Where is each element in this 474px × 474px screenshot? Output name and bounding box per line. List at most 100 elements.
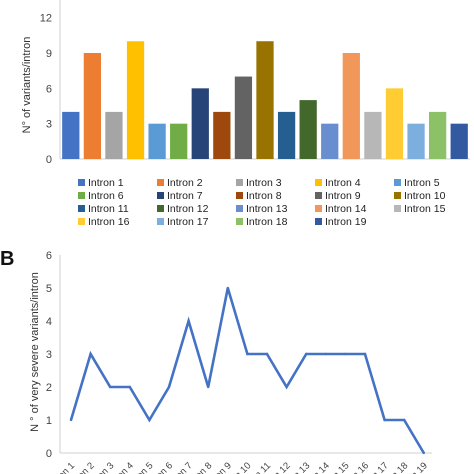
panel-a-bar (105, 111, 123, 159)
panel-b-point (109, 385, 112, 389)
panel-a-y-tick-label: 12 (40, 13, 52, 25)
panel-a-bar (148, 123, 166, 159)
panel-a-bar (450, 123, 468, 159)
panel-b-point (363, 352, 367, 356)
panel-a-legend-label: Intron 15 (404, 203, 446, 215)
panel-a-legend-label: Intron 14 (325, 203, 367, 215)
panel-b-point (69, 418, 73, 422)
panel-a-bar (407, 123, 425, 159)
panel-a-legend-swatch (157, 192, 164, 199)
panel-a-legend-swatch (236, 205, 243, 212)
panel-b-point (422, 451, 425, 455)
panel-b-point (344, 352, 347, 356)
panel-a-legend-label: Intron 19 (325, 216, 367, 228)
panel-b-point (128, 385, 131, 389)
panel-b-y-tick-label: 1 (46, 415, 52, 427)
panel-a-bar (321, 123, 339, 159)
panel-a-bar (299, 100, 317, 159)
panel-a-bar (364, 111, 382, 159)
panel-a-y-tick-label: 0 (46, 154, 52, 166)
panel-a-legend-label: Intron 17 (167, 216, 209, 228)
panel-b-point (167, 385, 171, 389)
panel-a-legend-swatch (315, 192, 322, 199)
panel-a-bar (170, 123, 188, 159)
panel-a-bar (256, 41, 274, 159)
panel-a-legend-label: Intron 16 (88, 216, 130, 228)
panel-b-point (89, 352, 92, 356)
panel-b-y-ticks: 0 1 2 3 4 5 6 (46, 250, 52, 460)
panel-b-y-tick-label: 4 (46, 316, 52, 328)
panel-a-bar (277, 111, 296, 159)
panel-b-series-line (69, 287, 425, 454)
panel-a-legend-swatch (315, 179, 322, 186)
panel-a-legend: Intron 1 Intron 2 Intron 3 Intron 4 Intron 5… (78, 177, 446, 228)
panel-a-legend-label: Intron 5 (404, 177, 440, 189)
panel-b-point (324, 352, 327, 356)
panel-a-legend-swatch (78, 192, 85, 199)
panel-a-bar (342, 53, 360, 159)
panel-a-legend-label: Intron 6 (88, 190, 124, 202)
panel-a-legend-label: Intron 10 (404, 190, 446, 202)
panel-a-legend-label: Intron 1 (88, 177, 124, 189)
panel-a-y-ticks: 0 3 6 9 12 (40, 13, 52, 166)
panel-b-point (305, 352, 308, 356)
panel-a-legend-swatch (315, 218, 322, 225)
panel-a-legend-swatch (78, 218, 85, 225)
panel-a-y-tick-label: 3 (46, 119, 52, 131)
panel-a-legend-label: Intron 4 (325, 177, 361, 189)
panel-a-bar (126, 41, 145, 159)
panel-a-legend-label: Intron 2 (167, 177, 203, 189)
panel-a-bar (385, 88, 404, 159)
panel-b-point (383, 418, 386, 422)
panel-b-point (285, 385, 288, 389)
panel-a-legend-swatch (394, 179, 401, 186)
panel-b-point (148, 418, 151, 422)
panel-a-legend-label: Intron 9 (325, 190, 361, 202)
panel-a-legend-swatch (394, 205, 401, 212)
panel-a-y-tick-label: 9 (46, 48, 52, 60)
panel-a-bars (62, 41, 468, 159)
panel-b-point (403, 418, 406, 422)
panel-b-point (187, 319, 190, 323)
panel-b-point (265, 352, 269, 356)
panel-a-legend-swatch (236, 192, 243, 199)
panel-a-legend-swatch (157, 218, 164, 225)
panel-b-line-chart: B N ° of very severe variants/intron 0 1 2… (0, 248, 432, 474)
panel-b-y-tick-label: 6 (46, 250, 52, 262)
panel-a-legend-label: Intron 7 (167, 190, 203, 202)
panel-b-point (246, 352, 249, 356)
panel-a-legend-swatch (236, 179, 243, 186)
panel-b-series (69, 286, 425, 455)
panel-a-legend-label: Intron 8 (246, 190, 282, 202)
panel-b-y-tick-label: 5 (46, 283, 52, 295)
panel-a-legend-label: Intron 3 (246, 177, 282, 189)
panel-a-legend-swatch (315, 205, 322, 212)
panel-b-point (226, 286, 229, 290)
panel-a-legend-swatch (78, 205, 85, 212)
panel-a-legend-swatch (157, 179, 164, 186)
panel-b-label: B (0, 248, 14, 270)
panel-b-y-tick-label: 2 (46, 382, 52, 394)
panel-a-bar (83, 53, 101, 159)
panel-b-y-axis-label: N ° of very severe variants/intron (29, 272, 41, 432)
panel-a-bar (62, 111, 80, 159)
panel-a-legend-label: Intron 12 (167, 203, 209, 215)
panel-a-y-axis-label: N° of variants/intron (21, 37, 33, 134)
panel-b-x-tick-label: Intron 1 (47, 460, 78, 474)
panel-a-bar (191, 88, 209, 159)
panel-a-legend-label: Intron 11 (88, 203, 129, 215)
panel-a-legend-swatch (78, 179, 85, 186)
panel-b-y-tick-label: 0 (46, 448, 52, 460)
panel-a-bar (213, 111, 231, 159)
panel-a-legend-swatch (236, 218, 243, 225)
panel-a-legend-label: Intron 18 (246, 216, 288, 228)
panel-b-y-tick-label: 3 (46, 349, 52, 361)
panel-a-legend-swatch (394, 192, 401, 199)
panel-a-y-tick-label: 6 (46, 83, 52, 95)
panel-a-bar (429, 111, 447, 159)
panel-a-legend-label: Intron 13 (246, 203, 288, 215)
panel-a-bar (234, 76, 253, 159)
